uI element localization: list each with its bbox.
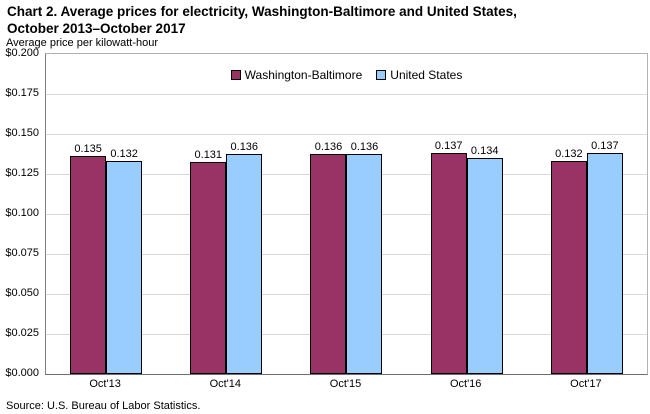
x-axis-tick-labels: Oct'13 Oct'14 Oct'15 Oct'16 Oct'17 [45, 378, 646, 392]
y-axis-tick-label: $0.025 [5, 327, 39, 339]
plot-area: Washington-Baltimore United States 0.135 0… [45, 53, 648, 375]
y-axis-tick-label: $0.100 [5, 207, 39, 219]
y-axis-tick-label: $0.125 [5, 167, 39, 179]
chart-title-line2: October 2013–October 2017 [7, 21, 186, 36]
source-note: Source: U.S. Bureau of Labor Statistics. [6, 400, 201, 412]
gridline [46, 134, 647, 135]
bar-value-label: 0.135 [74, 143, 102, 155]
bar-group-oct-17: 0.132 0.137 [527, 54, 647, 374]
washington-baltimore-bar-oct-14: 0.131 [190, 149, 227, 374]
gridline [46, 94, 647, 95]
bar-value-label: 0.137 [434, 139, 463, 152]
legend-item-united-states: United States [376, 68, 462, 82]
united-states-bar-oct-17: 0.137 [586, 140, 623, 374]
united-states-bar-oct-13: 0.132 [106, 148, 143, 374]
chart-title: Chart 2. Average prices for electricity,… [7, 3, 646, 37]
united-states-bar-oct-14: 0.136 [226, 141, 263, 374]
bar-value-label: 0.131 [194, 149, 223, 162]
washington-baltimore-bar-oct-15: 0.136 [310, 141, 347, 374]
bar-value-label: 0.132 [555, 147, 583, 160]
bar-value-label: 0.132 [110, 147, 138, 160]
bar-value-label: 0.137 [591, 139, 619, 152]
y-axis-tick-labels: $0.200 $0.175 $0.150 $0.125 $0.100 $0.075 $0.0… [0, 47, 39, 379]
bar-group-oct-14: 0.131 0.136 [166, 54, 286, 374]
y-axis-tick-label: $0.175 [5, 87, 39, 99]
legend-item-washington-baltimore: Washington-Baltimore [230, 68, 363, 82]
legend-label: Washington-Baltimore [244, 68, 363, 82]
legend-swatch-icon [376, 70, 387, 80]
bar-group-oct-13: 0.135 0.132 [46, 54, 166, 374]
bar-value-label: 0.134 [470, 144, 499, 157]
washington-baltimore-bar-oct-13: 0.135 [70, 143, 107, 374]
united-states-bar-oct-15: 0.136 [346, 141, 383, 374]
x-axis-tick-label: Oct'15 [329, 378, 362, 390]
bar-value-label: 0.136 [314, 141, 343, 154]
washington-baltimore-bar-oct-17: 0.132 [550, 148, 587, 374]
chart-title-line1: Chart 2. Average prices for electricity,… [7, 4, 517, 19]
y-axis-tick-label: $0.200 [5, 47, 39, 59]
legend-label: United States [390, 68, 463, 82]
x-axis-tick-label: Oct'14 [209, 378, 242, 390]
y-axis-tick-label: $0.050 [5, 287, 39, 299]
x-axis-tick-label: Oct'17 [570, 378, 602, 390]
y-axis-tick-label: $0.075 [5, 247, 39, 259]
x-axis-tick-label: Oct'16 [449, 378, 482, 390]
y-axis-tick-label: $0.150 [5, 127, 39, 139]
y-axis-unit-label: Average price per kilowatt-hour [6, 37, 159, 49]
united-states-bar-oct-16: 0.134 [466, 145, 503, 374]
bar-group-oct-15: 0.136 0.136 [286, 54, 406, 374]
x-axis-tick-label: Oct'13 [89, 378, 121, 390]
y-axis-tick-label: $0.000 [5, 367, 39, 379]
legend: Washington-Baltimore United States [46, 68, 647, 82]
washington-baltimore-bar-oct-16: 0.137 [430, 140, 467, 374]
bar-group-oct-16: 0.137 0.134 [407, 54, 527, 374]
legend-swatch-icon [230, 70, 241, 80]
bar-value-label: 0.136 [230, 141, 259, 154]
bar-value-label: 0.136 [350, 141, 379, 154]
